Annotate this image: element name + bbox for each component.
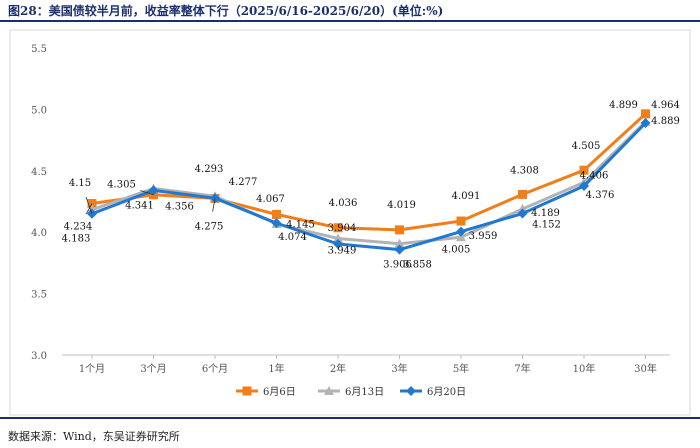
data-label: 4.308 (510, 165, 539, 176)
series-line-2 (91, 120, 647, 246)
data-label: 4.889 (651, 116, 680, 127)
x-tick-label: 1年 (268, 362, 284, 375)
data-label: 4.356 (165, 201, 194, 212)
data-label: 4.305 (107, 180, 136, 191)
yield-curve-chart: 3.0 3.5 4.0 4.5 5.0 5.5 1个月 3个月 6个月 1年 2年 3年 5年 7年 10年… (9, 29, 691, 416)
data-label: 3.906 (383, 260, 412, 271)
data-point-diamond (394, 244, 405, 255)
data-label: 4.277 (229, 177, 258, 188)
axes: 3.0 3.5 4.0 4.5 5.0 5.5 1个月 3个月 6个月 1年 2年 3年 5年 7年 10年… (31, 44, 670, 375)
legend-label: 6月20日 (427, 386, 466, 398)
label-leader-line (212, 198, 216, 212)
data-point-diamond (210, 193, 220, 204)
data-label: 4.899 (609, 100, 638, 111)
data-label: 3.904 (328, 223, 357, 234)
data-point-square (456, 216, 466, 226)
data-label: 4.15 (69, 178, 91, 189)
y-tick-label: 4.0 (31, 228, 47, 239)
y-tick-label: 5.5 (31, 44, 47, 55)
series-line-1 (91, 112, 647, 232)
data-point-square (579, 165, 589, 175)
data-label: 4.275 (195, 221, 224, 232)
x-tick-label: 30年 (634, 362, 657, 375)
y-tick-label: 3.0 (31, 351, 47, 362)
data-label: 3.959 (469, 231, 498, 242)
figure-title: 图28：美国债较半月前，收益率整体下行（2025/6/16-2025/6/20）… (8, 4, 444, 18)
data-point-triangle (517, 203, 528, 213)
legend: 6月6日 6月13日 6月20日 (236, 386, 466, 398)
plot-frame (9, 29, 691, 416)
data-point-square (395, 225, 404, 235)
legend-label: 6月13日 (345, 386, 384, 398)
data-point-triangle (324, 386, 334, 395)
data-label: 4.019 (387, 200, 416, 211)
label-leader-line (140, 190, 154, 196)
data-point-square (272, 209, 281, 219)
x-tick-label: 3个月 (140, 363, 166, 375)
data-label: 3.949 (328, 245, 357, 256)
data-labels: 4.234 4.305 4.275 4.145 4.036 4.019 4.091 4.308… (62, 100, 680, 271)
x-tick-label: 2年 (330, 362, 346, 375)
data-point-diamond (148, 185, 159, 196)
x-tick-label: 7年 (514, 362, 530, 375)
legend-label: 6月6日 (263, 386, 296, 398)
data-label: 4.067 (256, 194, 285, 205)
source-note: 数据来源：Wind，东吴证券研究所 (8, 430, 180, 443)
y-tick-label: 4.5 (31, 167, 47, 178)
data-point-triangle (456, 232, 466, 242)
data-point-square (641, 109, 650, 119)
data-label: 4.152 (532, 220, 561, 231)
bottom-rule (0, 417, 700, 419)
data-label: 4.406 (580, 170, 609, 181)
data-label: 4.036 (329, 198, 358, 209)
data-point-triangle (394, 238, 405, 248)
top-rule (0, 20, 700, 22)
data-point-diamond (640, 118, 651, 129)
data-label: 3.858 (403, 260, 432, 271)
data-point-diamond (517, 208, 528, 219)
x-tick-label: 1个月 (79, 363, 105, 375)
data-label: 4.145 (286, 219, 315, 230)
data-point-diamond (579, 181, 589, 192)
data-point-diamond (406, 386, 416, 396)
data-label: 4.183 (62, 234, 91, 245)
data-label: 4.964 (651, 100, 680, 111)
y-tick-label: 5.0 (31, 105, 47, 116)
data-point-diamond (333, 238, 343, 249)
series-line-3 (91, 121, 647, 252)
data-label: 4.293 (195, 164, 224, 175)
data-point-diamond (456, 226, 466, 237)
data-point-square (333, 223, 343, 233)
data-label: 4.189 (531, 208, 560, 219)
x-tick-label: 5年 (453, 362, 469, 375)
data-label: 4.091 (452, 191, 481, 202)
data-point-triangle (333, 233, 343, 243)
data-label: 4.234 (64, 221, 93, 232)
data-point-square (242, 386, 252, 396)
x-tick-label: 3年 (391, 362, 407, 375)
data-label: 4.074 (278, 232, 307, 243)
data-label: 4.005 (442, 245, 471, 256)
label-leader-line (85, 196, 93, 214)
data-label: 4.376 (586, 190, 615, 201)
x-tick-label: 6个月 (202, 363, 228, 375)
label-leader-line (85, 203, 93, 215)
x-tick-label: 10年 (573, 362, 596, 375)
data-point-diamond (271, 218, 282, 229)
data-label: 4.505 (572, 141, 601, 152)
data-label: 4.341 (125, 200, 154, 211)
data-point-square (518, 189, 527, 199)
series-lines (87, 109, 651, 255)
y-tick-label: 3.5 (31, 290, 47, 301)
